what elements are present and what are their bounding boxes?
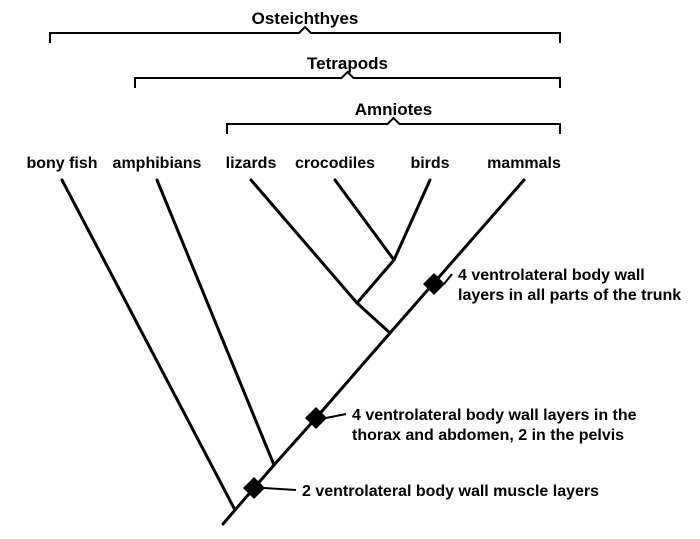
root-stem	[223, 510, 235, 524]
annotation-ann1: 4 ventrolateral body wall layers in all p…	[458, 267, 681, 304]
edge	[357, 260, 394, 303]
edge	[157, 180, 274, 465]
leader-ann1	[444, 274, 452, 284]
edge	[357, 303, 390, 333]
bracket-label-amniotes: Amniotes	[355, 100, 432, 119]
bracket-tetrapods	[135, 72, 560, 88]
leader-ann3	[264, 488, 296, 490]
leader-ann2	[326, 414, 346, 418]
annotation-line: layers in all parts of the trunk	[458, 287, 681, 304]
taxon-mammals: mammals	[487, 155, 561, 172]
edge	[316, 333, 390, 418]
annotation-line: 4 ventrolateral body wall	[458, 267, 645, 284]
annotation-ann2: 4 ventrolateral body wall layers in the t…	[352, 407, 637, 444]
annotation-line: 2 ventrolateral body wall muscle layers	[302, 483, 599, 500]
edge	[394, 180, 430, 260]
taxon-crocodiles: crocodiles	[295, 155, 375, 172]
taxon-birds: birds	[410, 155, 449, 172]
bracket-osteichthyes	[50, 27, 560, 43]
annotation-line: thorax and abdomen, 2 in the pelvis	[352, 427, 624, 444]
edge	[335, 180, 394, 260]
taxon-lizards: lizards	[226, 155, 277, 172]
annotation-ann3: 2 ventrolateral body wall muscle layers	[302, 483, 599, 500]
bracket-label-tetrapods: Tetrapods	[307, 54, 388, 73]
bracket-label-osteichthyes: Osteichthyes	[252, 9, 359, 28]
bracket-amniotes	[227, 118, 560, 134]
edge	[251, 180, 357, 303]
taxon-bony-fish: bony fish	[26, 155, 97, 172]
edge	[390, 180, 524, 333]
edge	[274, 418, 316, 465]
edge	[62, 180, 235, 510]
annotation-line: 4 ventrolateral body wall layers in the	[352, 407, 637, 424]
taxon-amphibians: amphibians	[113, 155, 202, 172]
